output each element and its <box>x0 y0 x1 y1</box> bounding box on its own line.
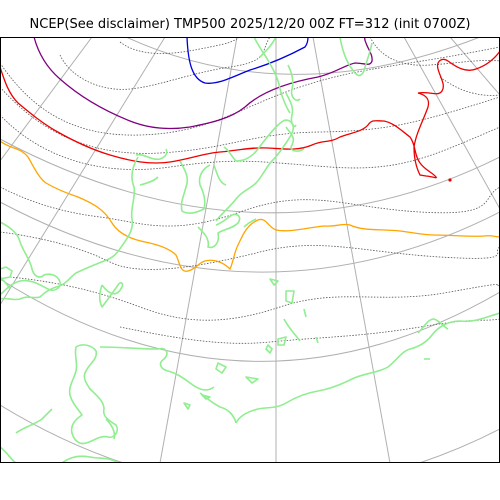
coastline <box>199 392 237 424</box>
coastline <box>105 418 116 440</box>
latitude-line <box>124 37 481 75</box>
coastline <box>215 119 295 222</box>
isotherm-line <box>119 37 241 54</box>
coastline <box>68 344 119 445</box>
latitude-line <box>0 404 500 463</box>
isotherm-line <box>369 37 500 66</box>
coastline <box>259 37 277 58</box>
longitude-line <box>0 37 93 162</box>
longitude-line <box>0 37 166 306</box>
contour-red <box>0 50 500 179</box>
map-background <box>0 37 500 463</box>
coastline <box>201 394 211 400</box>
isotherm-line <box>119 318 500 344</box>
map-title: NCEP(See disclaimer) TMP500 2025/12/20 0… <box>29 17 471 32</box>
longitude-line <box>159 37 238 463</box>
coastline <box>0 276 11 290</box>
contour-red-dot <box>448 178 452 182</box>
isotherm-line <box>0 114 500 170</box>
latitude-line <box>0 278 500 362</box>
coastline <box>315 336 319 344</box>
coastline <box>0 266 13 280</box>
latitude-line <box>0 138 500 214</box>
coastline <box>61 455 119 463</box>
contour-purple <box>33 37 373 130</box>
isotherm-line <box>0 231 500 270</box>
coastline <box>285 126 305 152</box>
coastline <box>15 408 53 434</box>
coastline <box>99 346 215 391</box>
coastline <box>265 344 273 354</box>
isotherm-line <box>59 37 271 90</box>
isotherm-line <box>9 276 500 321</box>
longitude-line <box>403 37 500 210</box>
coastline <box>179 160 211 214</box>
coastline <box>253 37 291 114</box>
coastline <box>245 376 259 384</box>
coastlines <box>0 37 500 463</box>
isotherm-line <box>439 76 500 96</box>
coastline <box>135 148 168 161</box>
coastline <box>139 176 159 186</box>
longitude-lines <box>0 37 500 463</box>
coastline <box>183 402 191 410</box>
coastline <box>0 156 139 301</box>
coastline <box>339 37 373 77</box>
latitude-lines <box>0 37 500 463</box>
coastline <box>269 278 279 286</box>
contour-blue <box>186 37 309 84</box>
coastline <box>197 213 241 249</box>
longitude-line <box>449 37 500 96</box>
coastline <box>98 282 124 308</box>
weather-map <box>0 37 500 463</box>
coastline <box>213 164 227 186</box>
contour-orange <box>0 140 500 272</box>
isotherm-line <box>0 46 500 136</box>
coastline <box>283 318 301 342</box>
latitude-line <box>0 201 500 273</box>
coastline <box>285 64 301 128</box>
coastline <box>303 308 307 318</box>
coastline <box>417 318 449 334</box>
coastline <box>277 336 287 346</box>
coastline <box>0 221 62 296</box>
coastline <box>243 218 257 228</box>
coastline <box>285 290 295 304</box>
longitude-line <box>312 37 391 463</box>
coastline <box>223 146 237 162</box>
coastline <box>215 362 227 374</box>
